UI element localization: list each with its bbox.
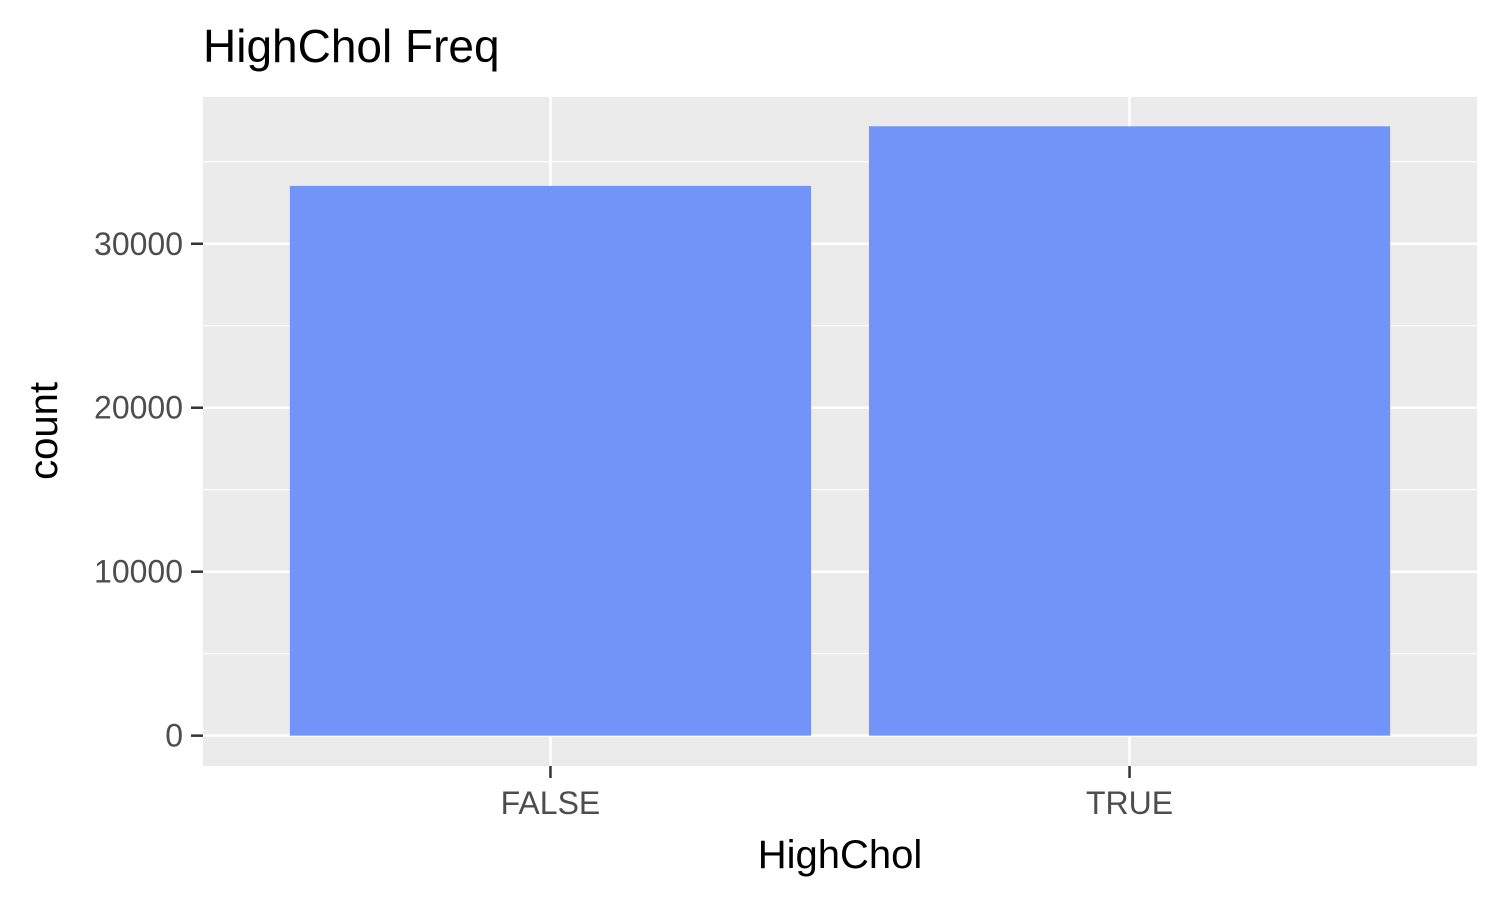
bar-true (868, 126, 1391, 736)
y-tick-label: 30000 (94, 226, 183, 262)
y-axis: 0 10000 20000 30000 (94, 226, 203, 754)
x-tick-label: FALSE (501, 785, 601, 821)
x-axis: FALSE TRUE (501, 766, 1173, 821)
bars (289, 126, 1391, 736)
y-tick-label: 20000 (94, 390, 183, 426)
y-tick-label: 0 (165, 718, 183, 754)
x-tick-label: TRUE (1086, 785, 1173, 821)
bar-false (289, 185, 812, 736)
chart-title: HighChol Freq (203, 20, 500, 72)
x-axis-title: HighChol (758, 833, 923, 877)
y-axis-title: count (22, 382, 66, 480)
y-tick-label: 10000 (94, 554, 183, 590)
